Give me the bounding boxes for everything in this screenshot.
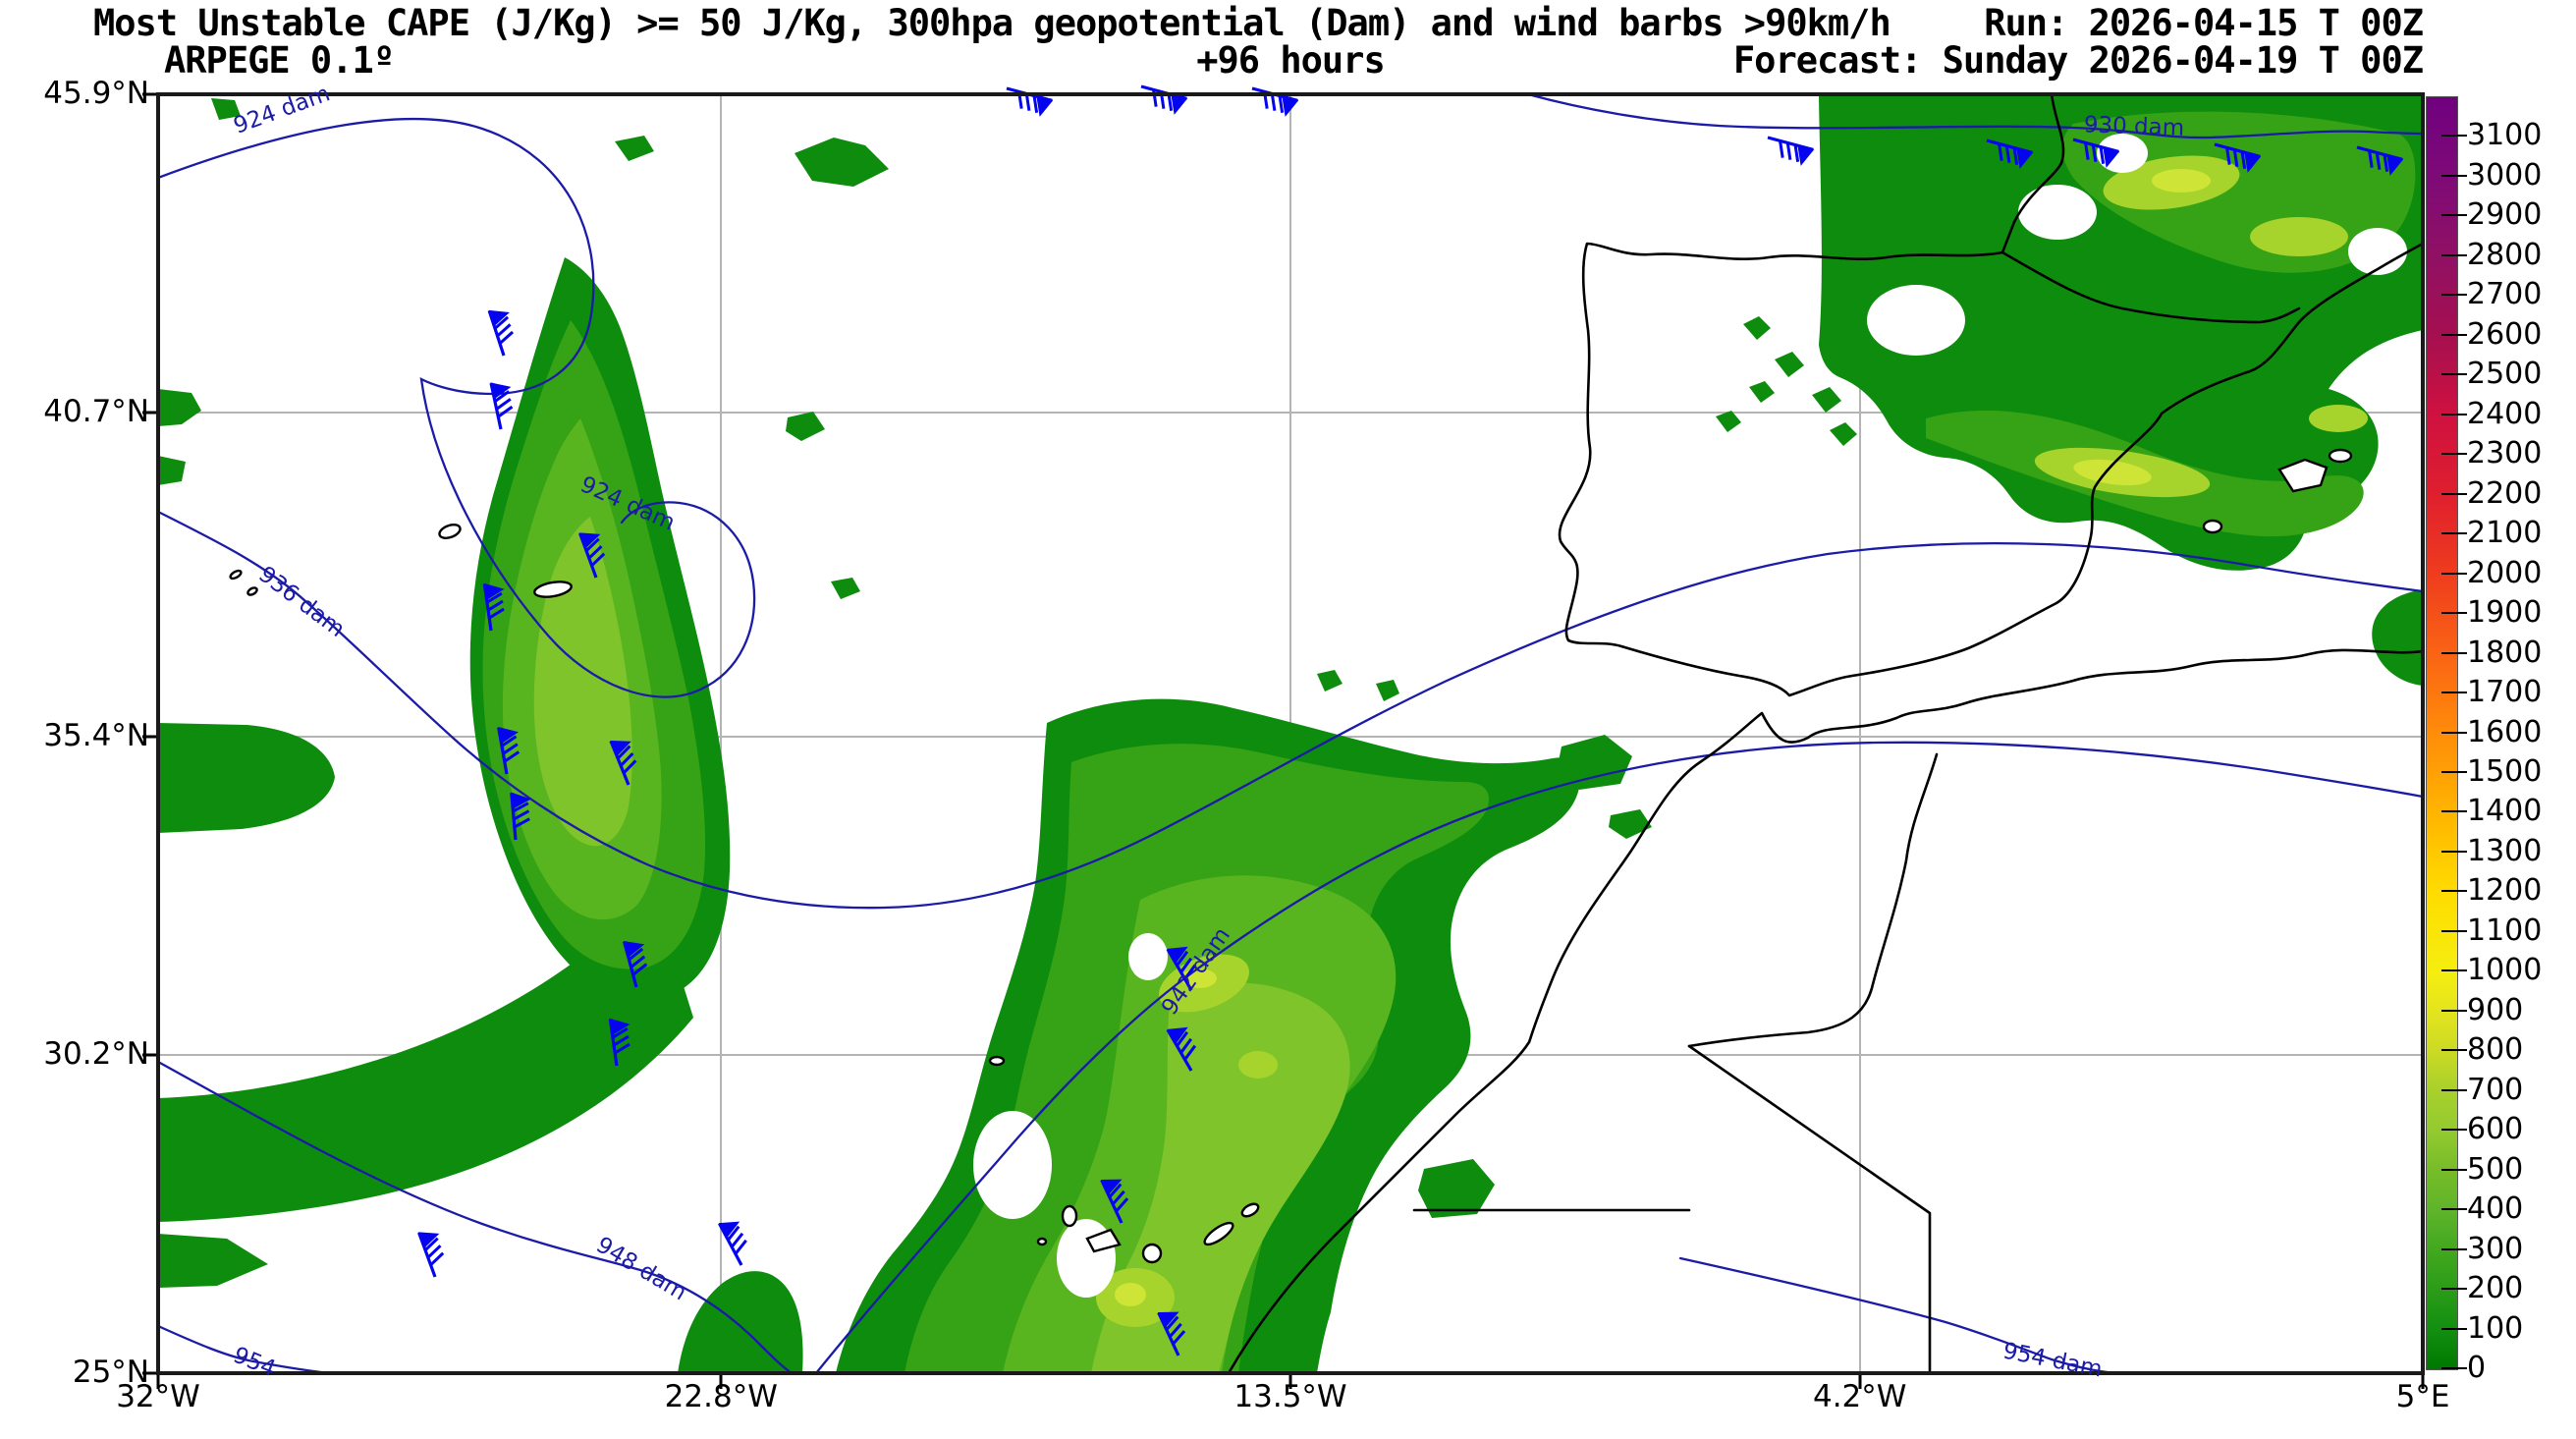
map-canvas: [142, 84, 2425, 1389]
lon-tick-label: 32°W: [116, 1379, 200, 1414]
coastlines: [229, 92, 2425, 1375]
colorbar-tick-mark: [2441, 253, 2467, 256]
wind-barb-icon: [487, 304, 522, 358]
colorbar-tick-label: 2200: [2467, 475, 2543, 511]
colorbar-tick-mark: [2441, 572, 2467, 575]
colorbar-tick-label: 2600: [2467, 316, 2543, 352]
lat-tick-label: 25°N: [72, 1355, 149, 1390]
colorbar-tick-mark: [2441, 1009, 2467, 1012]
contour-value-label: 930 dam: [2083, 112, 2185, 141]
lon-tick-label: 22.8°W: [664, 1379, 778, 1414]
colorbar-tick-mark: [2441, 1049, 2467, 1052]
lat-tick-label: 45.9°N: [43, 76, 149, 111]
colorbar-tick-mark: [2441, 1208, 2467, 1211]
colorbar-tick-mark: [2441, 692, 2467, 694]
wind-barb-icon: [416, 1225, 454, 1279]
colorbar-tick-label: 2300: [2467, 436, 2543, 471]
colorbar-tick-mark: [2441, 731, 2467, 734]
colorbar-tick-label: 900: [2467, 992, 2524, 1027]
forecast-label: Forecast: Sunday 2026-04-19 T 00Z: [1732, 39, 2424, 82]
colorbar-tick-mark: [2441, 770, 2467, 773]
colorbar-tick-label: 1800: [2467, 635, 2543, 670]
colorbar-tick-label: 200: [2467, 1271, 2524, 1306]
colorbar-tick-label: 2700: [2467, 277, 2543, 312]
lon-tick-label: 5°E: [2395, 1379, 2450, 1414]
colorbar-tick-mark: [2441, 651, 2467, 654]
colorbar-tick-mark: [2441, 890, 2467, 893]
colorbar-tick-label: 2900: [2467, 197, 2543, 233]
colorbar-tick-mark: [2441, 214, 2467, 217]
lat-tick-label: 35.4°N: [43, 718, 149, 754]
wind-barb-icon: [489, 377, 521, 431]
colorbar-tick-label: 2800: [2467, 237, 2543, 272]
colorbar-tick-label: 1500: [2467, 753, 2543, 789]
geopotential-contours: [156, 92, 2425, 1375]
colorbar-tick-label: 400: [2467, 1191, 2524, 1227]
colorbar-tick-mark: [2441, 1168, 2467, 1171]
colorbar-tick-mark: [2441, 373, 2467, 376]
lat-tick-label: 40.7°N: [43, 393, 149, 429]
colorbar-tick-mark: [2441, 413, 2467, 415]
colorbar-tick-mark: [2441, 492, 2467, 495]
colorbar-tick-label: 0: [2467, 1351, 2487, 1385]
colorbar-tick-label: 300: [2467, 1231, 2524, 1266]
colorbar-tick-mark: [2441, 333, 2467, 336]
colorbar-tick-mark: [2441, 1247, 2467, 1250]
colorbar-tick-label: 2000: [2467, 555, 2543, 590]
colorbar-tick-mark: [2441, 1367, 2467, 1369]
map-area: 924 dam 924 dam 936 dam 942 dam 930 dam 948 d…: [142, 81, 2425, 1389]
colorbar-tick-label: 1900: [2467, 595, 2543, 631]
colorbar-tick-mark: [2441, 174, 2467, 177]
model-label: ARPEGE 0.1º: [164, 39, 395, 82]
colorbar-tick-mark: [2441, 810, 2467, 813]
colorbar-tick-label: 3000: [2467, 157, 2543, 193]
wind-barb-icon: [717, 1213, 759, 1267]
colorbar-tick-mark: [2441, 1288, 2467, 1291]
run-label: Run: 2026-04-15 T 00Z: [1984, 2, 2424, 44]
colorbar-tick-label: 1000: [2467, 953, 2543, 988]
colorbar-tick-mark: [2441, 532, 2467, 535]
colorbar-tick-label: 800: [2467, 1032, 2524, 1068]
lead-time-label: +96 hours: [1196, 39, 1385, 82]
colorbar-tick-label: 1200: [2467, 873, 2543, 909]
wind-barb-icon: [1134, 84, 1188, 118]
lon-tick-label: 13.5°W: [1233, 1379, 1347, 1414]
cape-colorbar: [2426, 96, 2458, 1370]
colorbar-tick-label: 1300: [2467, 833, 2543, 868]
colorbar-tick-mark: [2441, 453, 2467, 456]
cape-fill-regions: [158, 94, 2423, 1373]
colorbar-tick-mark: [2441, 1088, 2467, 1091]
colorbar-tick-label: 2400: [2467, 396, 2543, 431]
colorbar-tick-label: 500: [2467, 1151, 2524, 1187]
colorbar-tick-mark: [2441, 1129, 2467, 1132]
colorbar-tick-label: 3100: [2467, 118, 2543, 153]
lat-tick-label: 30.2°N: [43, 1036, 149, 1073]
colorbar-tick-mark: [2441, 135, 2467, 138]
colorbar-tick-mark: [2441, 294, 2467, 297]
axis-ticks: [142, 92, 2425, 1389]
colorbar-tick-label: 1100: [2467, 913, 2543, 948]
colorbar-tick-mark: [2441, 929, 2467, 932]
colorbar-tick-label: 600: [2467, 1112, 2524, 1147]
wind-barb-icon: [1761, 136, 1815, 169]
colorbar-tick-mark: [2441, 850, 2467, 853]
lon-tick-label: 4.2°W: [1812, 1379, 1907, 1414]
colorbar-tick-label: 2100: [2467, 516, 2543, 551]
colorbar-tick-label: 1400: [2467, 794, 2543, 829]
colorbar-tick-mark: [2441, 969, 2467, 972]
colorbar-tick-label: 100: [2467, 1310, 2524, 1346]
colorbar-tick-label: 700: [2467, 1072, 2524, 1107]
colorbar-tick-label: 1600: [2467, 714, 2543, 749]
colorbar-tick-label: 1700: [2467, 675, 2543, 710]
colorbar-tick-mark: [2441, 1327, 2467, 1330]
colorbar-tick-label: 2500: [2467, 357, 2543, 392]
map-border: [156, 92, 2425, 1375]
chart-title: Most Unstable CAPE (J/Kg) >= 50 J/Kg, 30…: [93, 2, 1891, 44]
colorbar-tick-mark: [2441, 612, 2467, 615]
